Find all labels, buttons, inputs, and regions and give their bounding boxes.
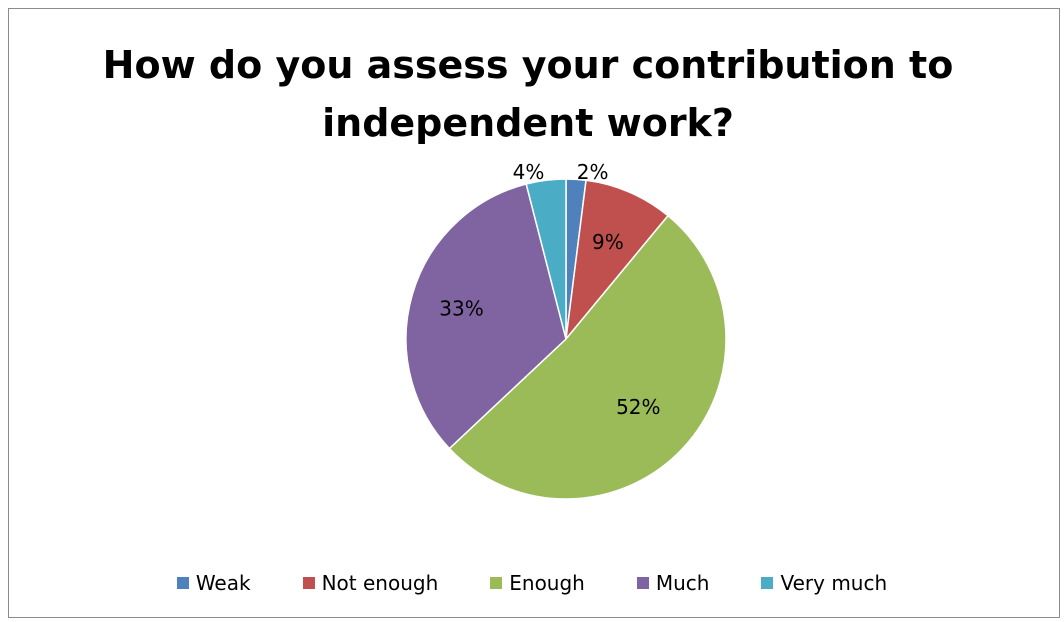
legend-label-enough: Enough	[509, 571, 585, 595]
chart-title: How do you assess your contribution to i…	[0, 36, 1056, 152]
pie-data-labels: 2% 9% 52% 33% 4%	[439, 160, 660, 419]
legend-label-much: Much	[655, 571, 710, 595]
data-label-enough: 52%	[616, 395, 660, 419]
chart-title-line-2: independent work?	[322, 101, 734, 145]
legend-item-very-much: Very much	[761, 571, 887, 595]
legend-swatch-weak	[176, 577, 189, 589]
legend-label-weak: Weak	[195, 571, 251, 595]
data-label-weak: 2%	[577, 160, 609, 184]
legend-swatch-not-enough	[302, 577, 315, 589]
pie-slices	[405, 178, 727, 500]
data-label-not-enough: 9%	[592, 230, 624, 254]
legend: Weak Not enough Enough Much Very much	[0, 568, 1064, 598]
legend-swatch-much	[636, 577, 649, 589]
legend-item-weak: Weak	[176, 571, 251, 595]
legend-item-much: Much	[636, 571, 710, 595]
data-label-much: 33%	[439, 297, 483, 321]
legend-swatch-very-much	[761, 577, 774, 589]
legend-label-very-much: Very much	[780, 571, 888, 595]
data-label-very-much: 4%	[513, 160, 545, 184]
legend-item-enough: Enough	[490, 571, 585, 595]
pie-slice-much	[405, 183, 567, 450]
pie-slice-very-much	[525, 178, 567, 340]
legend-swatch-enough	[490, 577, 503, 589]
legend-label-not-enough: Not enough	[321, 571, 439, 595]
chart-title-line-1: How do you assess your contribution to	[102, 43, 954, 87]
pie-slice-enough	[448, 214, 727, 500]
pie-slice-not-enough	[564, 179, 670, 342]
legend-item-not-enough: Not enough	[302, 571, 439, 595]
